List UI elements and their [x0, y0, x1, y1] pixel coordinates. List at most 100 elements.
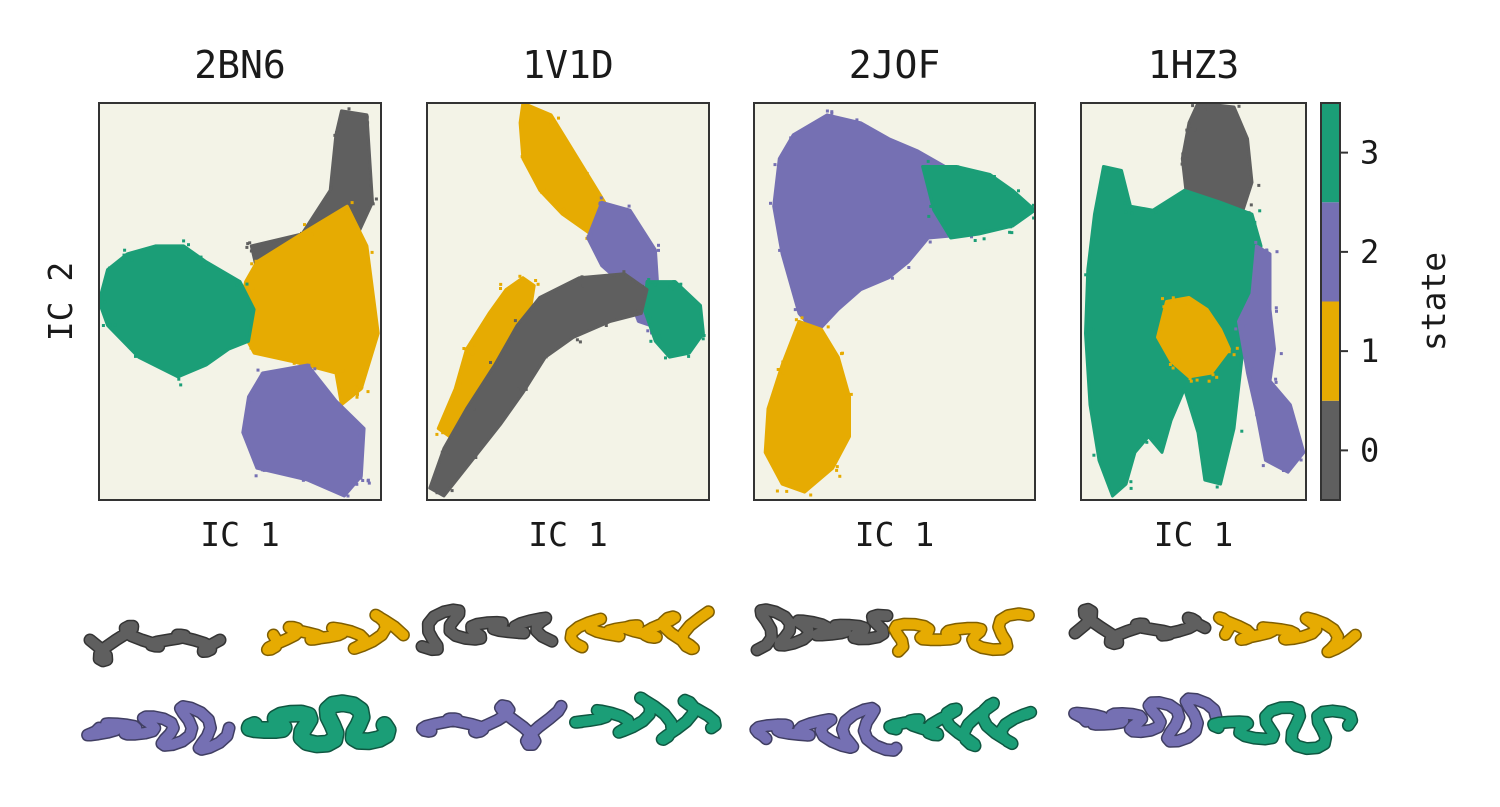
- state-0-speckle: [366, 121, 370, 125]
- state-3-speckle: [182, 239, 186, 243]
- structure-state-2: [82, 701, 235, 755]
- state-3-speckle: [179, 383, 183, 387]
- state-2-speckle: [361, 479, 365, 482]
- state-3-speckle: [1253, 221, 1257, 224]
- state-1-speckle: [341, 369, 345, 373]
- state-3-region: [99, 244, 256, 379]
- panel-title: 2JOF: [849, 43, 941, 87]
- colorbar-segment-1: [1321, 301, 1340, 401]
- state-2-speckle: [1261, 464, 1265, 468]
- state-1-speckle: [464, 347, 468, 351]
- state-0-speckle: [575, 338, 579, 342]
- state-1-speckle: [1194, 371, 1198, 375]
- state-1-speckle: [355, 395, 359, 399]
- state-2-speckle: [1310, 449, 1313, 452]
- state-3-speckle: [929, 204, 933, 208]
- state-1-speckle: [521, 120, 525, 124]
- state-2-speckle: [1275, 250, 1279, 254]
- state-1-speckle: [1171, 296, 1175, 300]
- state-1-speckle: [835, 465, 839, 469]
- state-1-speckle: [258, 348, 262, 352]
- state-0-speckle: [435, 491, 439, 495]
- state-0-speckle: [1200, 99, 1203, 102]
- state-1-speckle: [1232, 353, 1236, 357]
- state-1-speckle: [360, 385, 364, 389]
- structure-state-1: [565, 606, 714, 654]
- state-2-speckle: [260, 468, 264, 472]
- state-3-speckle: [1154, 210, 1158, 214]
- state-2-speckle: [1267, 303, 1271, 307]
- state-2-speckle: [313, 367, 317, 371]
- state-3-speckle: [99, 295, 103, 298]
- state-2-region: [241, 363, 366, 498]
- structure-state-1: [889, 608, 1034, 657]
- state-1-speckle: [456, 382, 460, 386]
- state-0-speckle: [329, 186, 333, 190]
- state-3-speckle: [956, 165, 960, 169]
- state-0-speckle: [517, 394, 520, 398]
- plot-frame: [753, 102, 1036, 501]
- state-0-speckle: [1193, 128, 1197, 132]
- state-2-speckle: [623, 215, 627, 218]
- state-2-speckle: [258, 465, 262, 468]
- state-2-speckle: [1251, 286, 1255, 290]
- state-2-speckle: [646, 329, 650, 333]
- state-1-speckle: [441, 431, 445, 435]
- state-3-speckle: [926, 172, 930, 176]
- state-3-speckle: [678, 283, 682, 287]
- state-1-speckle: [520, 155, 524, 159]
- state-2-speckle: [355, 482, 359, 486]
- state-0-speckle: [347, 107, 351, 111]
- state-1-speckle: [1168, 363, 1172, 366]
- state-2-speckle: [1244, 324, 1248, 328]
- state-0-speckle: [374, 197, 378, 201]
- state-0-speckle: [245, 245, 249, 249]
- state-3-speckle: [982, 237, 986, 241]
- state-3-speckle: [1123, 201, 1127, 205]
- colorbar-tick-label: 2: [1360, 233, 1379, 271]
- state-1-speckle: [1191, 303, 1195, 307]
- state-3-speckle: [1129, 480, 1133, 484]
- colorbar-tick-label: 1: [1360, 332, 1379, 370]
- state-2-speckle: [636, 318, 640, 322]
- structure-state-2: [1069, 693, 1222, 747]
- panel-1HZ3: 1HZ3 IC 1: [1080, 43, 1313, 554]
- state-2-speckle: [367, 481, 371, 485]
- state-1-speckle: [788, 478, 792, 482]
- state-1-speckle: [1171, 366, 1175, 370]
- state-0-speckle: [1194, 108, 1198, 112]
- state-0-speckle: [248, 241, 252, 245]
- x-axis-label: IC 1: [528, 515, 607, 554]
- panel-title: 1HZ3: [1148, 43, 1240, 87]
- state-2-speckle: [769, 201, 772, 205]
- state-1-speckle: [473, 343, 477, 347]
- colorbar-frame: [1320, 102, 1341, 501]
- state-2-speckle: [778, 248, 782, 252]
- state-2-speckle: [346, 494, 350, 498]
- state-3-speckle: [101, 324, 105, 327]
- state-2-speckle: [250, 401, 254, 405]
- state-1-speckle: [522, 152, 526, 156]
- state-2-speckle: [1268, 454, 1272, 458]
- state-3-speckle: [1017, 189, 1020, 193]
- state-0-speckle: [516, 387, 520, 391]
- state-2-speckle: [1265, 248, 1269, 252]
- state-0-speckle: [622, 270, 626, 274]
- state-0-speckle: [636, 308, 640, 312]
- colorbar-tick-label: 0: [1360, 431, 1379, 469]
- state-3-speckle: [1091, 327, 1095, 331]
- state-2-speckle: [907, 266, 911, 269]
- state-1-speckle: [540, 190, 544, 194]
- state-1-speckle: [249, 346, 253, 350]
- state-1-speckle: [781, 360, 785, 364]
- state-3-speckle: [1031, 203, 1035, 207]
- state-regions: [428, 103, 709, 498]
- structures-1V1D: [415, 603, 722, 751]
- state-3-speckle: [668, 285, 672, 289]
- state-3-speckle: [103, 300, 107, 304]
- plot-frame: [98, 102, 382, 501]
- state-3-speckle: [113, 323, 117, 327]
- state-0-speckle: [1181, 152, 1185, 156]
- structure-state-3: [1208, 702, 1357, 754]
- state-0-speckle: [333, 133, 337, 137]
